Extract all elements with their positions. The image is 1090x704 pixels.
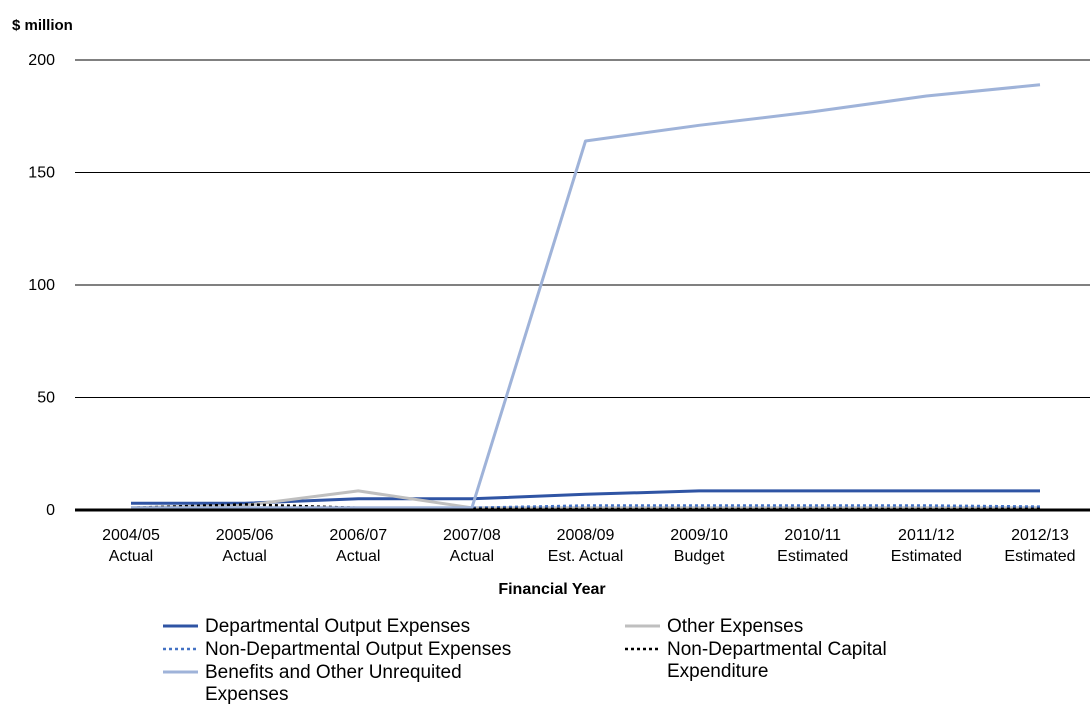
- x-tick-labels: 2004/05 Actual 2005/06 Actual 2006/07 Actual 2…: [102, 527, 1075, 565]
- legend-label: Benefits and Other Unrequited: [205, 662, 462, 683]
- y-tick-label: 100: [28, 277, 55, 294]
- series-lines: [130, 83, 1041, 511]
- x-tick-label: 2007/08: [443, 527, 501, 544]
- legend-label: Expenses: [205, 684, 288, 704]
- x-tick-label: Actual: [450, 548, 494, 565]
- x-axis-title: Financial Year: [498, 581, 605, 598]
- gridlines: [75, 59, 1090, 398]
- legend-label: Non-Departmental Output Expenses: [205, 639, 511, 660]
- x-tick-label: 2011/12: [898, 527, 955, 544]
- x-tick-label: 2004/05: [102, 527, 160, 544]
- y-tick-label: 50: [37, 390, 55, 407]
- x-tick-label: 2008/09: [557, 527, 615, 544]
- series-line-4: [131, 83, 1041, 510]
- y-tick-labels: 0 50 100 150 200: [28, 52, 55, 519]
- x-tick-label: Actual: [336, 548, 380, 565]
- x-tick-label: 2009/10: [670, 527, 728, 544]
- y-tick-label: 150: [28, 165, 55, 182]
- x-tick-label: 2005/06: [216, 527, 274, 544]
- x-tick-label: Budget: [674, 548, 725, 565]
- x-tick-label: Actual: [222, 548, 266, 565]
- x-tick-label: 2010/11: [784, 527, 841, 544]
- x-tick-label: 2006/07: [329, 527, 387, 544]
- x-tick-label: Estimated: [891, 548, 962, 565]
- y-tick-label: 200: [28, 52, 55, 69]
- legend-label: Expenditure: [667, 661, 768, 682]
- x-tick-label: Estimated: [777, 548, 848, 565]
- legend-label: Departmental Output Expenses: [205, 616, 470, 637]
- y-tick-label: 0: [46, 502, 55, 519]
- x-tick-label: Actual: [109, 548, 153, 565]
- y-axis-label: $ million: [12, 17, 73, 34]
- x-tick-label: 2012/13: [1011, 527, 1069, 544]
- legend-label: Non-Departmental Capital: [667, 639, 887, 660]
- x-tick-label: Estimated: [1004, 548, 1075, 565]
- legend-label: Other Expenses: [667, 616, 803, 637]
- x-tick-label: Est. Actual: [548, 548, 624, 565]
- legend: Departmental Output Expenses Other Expens…: [163, 616, 887, 704]
